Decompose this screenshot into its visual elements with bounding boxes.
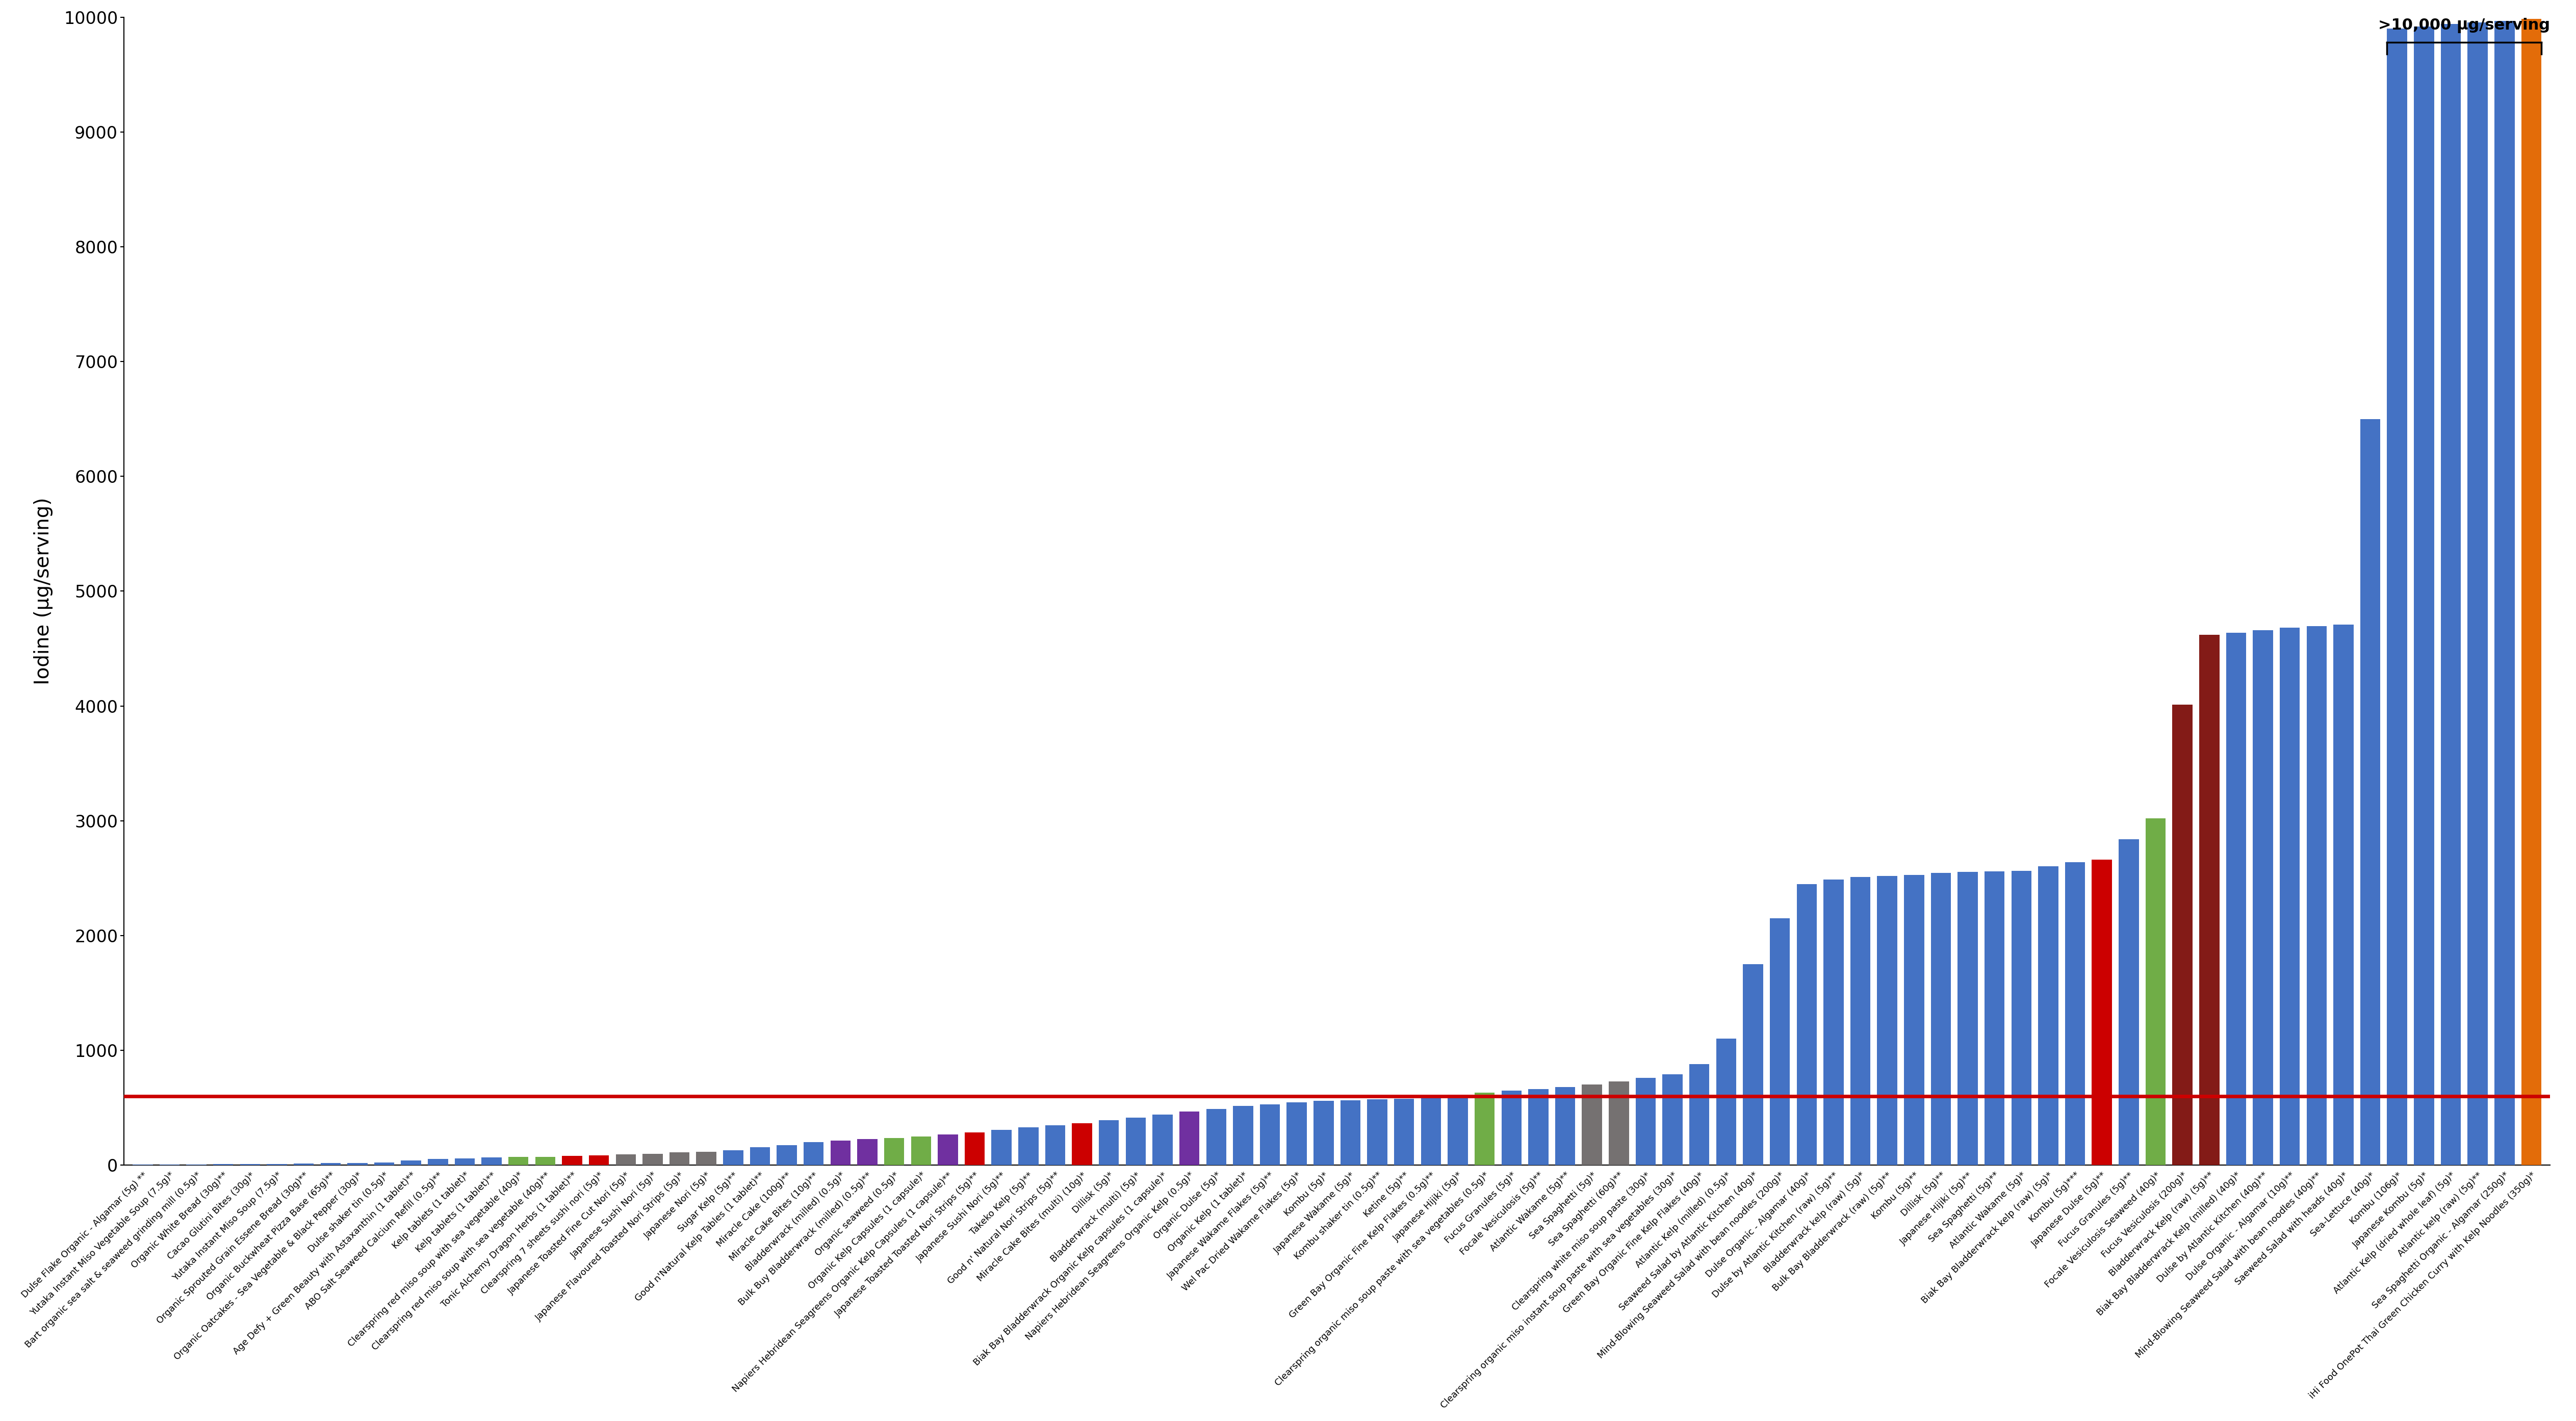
Bar bbox=[1770, 918, 1790, 1165]
Bar bbox=[641, 1154, 662, 1165]
Bar bbox=[2494, 21, 2514, 1165]
Bar bbox=[428, 1158, 448, 1165]
Bar bbox=[858, 1140, 878, 1165]
Bar bbox=[1394, 1098, 1414, 1165]
Bar bbox=[2200, 635, 2221, 1165]
Bar bbox=[1072, 1123, 1092, 1165]
Bar bbox=[1448, 1094, 1468, 1165]
Bar bbox=[1850, 877, 1870, 1165]
Bar bbox=[724, 1150, 744, 1165]
Bar bbox=[294, 1164, 314, 1165]
Bar bbox=[1582, 1084, 1602, 1165]
Bar bbox=[1100, 1120, 1118, 1165]
Bar bbox=[1473, 1093, 1494, 1165]
Bar bbox=[1824, 880, 1844, 1165]
Bar bbox=[2254, 630, 2272, 1165]
Bar bbox=[1904, 875, 1924, 1165]
Bar bbox=[2439, 24, 2460, 1165]
Bar bbox=[884, 1138, 904, 1165]
Bar bbox=[2360, 419, 2380, 1165]
Bar bbox=[2038, 865, 2058, 1165]
Bar bbox=[1502, 1091, 1522, 1165]
Bar bbox=[348, 1162, 368, 1165]
Bar bbox=[536, 1157, 556, 1165]
Bar bbox=[2280, 628, 2300, 1165]
Bar bbox=[1206, 1108, 1226, 1165]
Bar bbox=[402, 1161, 420, 1165]
Bar bbox=[1260, 1104, 1280, 1165]
Bar bbox=[1234, 1106, 1252, 1165]
Bar bbox=[1932, 872, 1950, 1165]
Y-axis label: Iodine (μg/serving): Iodine (μg/serving) bbox=[33, 497, 54, 685]
Bar bbox=[1744, 965, 1762, 1165]
Bar bbox=[1878, 875, 1899, 1165]
Bar bbox=[804, 1142, 824, 1165]
Bar bbox=[992, 1130, 1012, 1165]
Bar bbox=[750, 1147, 770, 1165]
Bar bbox=[670, 1152, 690, 1165]
Bar bbox=[2306, 627, 2326, 1165]
Bar bbox=[2522, 18, 2543, 1165]
Bar bbox=[1018, 1127, 1038, 1165]
Bar bbox=[456, 1158, 474, 1165]
Bar bbox=[1422, 1097, 1440, 1165]
Bar bbox=[1610, 1081, 1628, 1165]
Bar bbox=[1180, 1111, 1200, 1165]
Bar bbox=[2092, 860, 2112, 1165]
Bar bbox=[2066, 863, 2084, 1165]
Bar bbox=[2388, 28, 2406, 1165]
Bar bbox=[2012, 871, 2032, 1165]
Bar bbox=[1368, 1100, 1388, 1165]
Bar bbox=[2117, 840, 2138, 1165]
Bar bbox=[912, 1137, 930, 1165]
Bar bbox=[2468, 23, 2488, 1165]
Bar bbox=[1716, 1039, 1736, 1165]
Bar bbox=[1151, 1114, 1172, 1165]
Bar bbox=[1984, 871, 2004, 1165]
Bar bbox=[562, 1155, 582, 1165]
Bar bbox=[319, 1162, 340, 1165]
Bar bbox=[1958, 872, 1978, 1165]
Bar bbox=[2226, 632, 2246, 1165]
Bar bbox=[616, 1154, 636, 1165]
Bar bbox=[1528, 1088, 1548, 1165]
Bar bbox=[1285, 1103, 1306, 1165]
Bar bbox=[2172, 705, 2192, 1165]
Bar bbox=[482, 1158, 502, 1165]
Bar bbox=[1314, 1101, 1334, 1165]
Bar bbox=[1046, 1125, 1066, 1165]
Bar bbox=[590, 1155, 608, 1165]
Bar bbox=[1795, 884, 1816, 1165]
Bar bbox=[374, 1162, 394, 1165]
Bar bbox=[696, 1152, 716, 1165]
Bar bbox=[2414, 27, 2434, 1165]
Bar bbox=[1662, 1074, 1682, 1165]
Text: >10,000 μg/serving: >10,000 μg/serving bbox=[2378, 18, 2550, 33]
Bar bbox=[2146, 818, 2166, 1165]
Bar bbox=[938, 1135, 958, 1165]
Bar bbox=[1126, 1117, 1146, 1165]
Bar bbox=[829, 1141, 850, 1165]
Bar bbox=[963, 1133, 984, 1165]
Bar bbox=[507, 1157, 528, 1165]
Bar bbox=[778, 1145, 796, 1165]
Bar bbox=[1636, 1079, 1656, 1165]
Bar bbox=[1556, 1087, 1574, 1165]
Bar bbox=[2334, 624, 2354, 1165]
Bar bbox=[1690, 1064, 1710, 1165]
Bar bbox=[1340, 1100, 1360, 1165]
